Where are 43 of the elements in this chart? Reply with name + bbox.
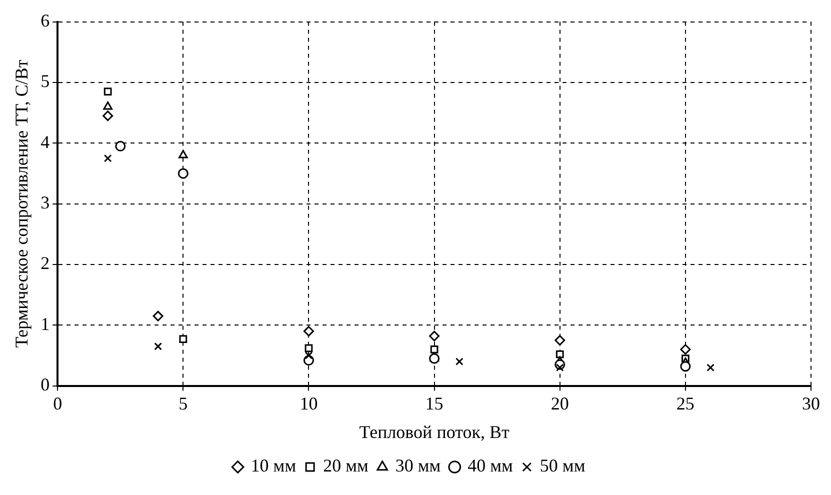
x-tick-label: 15 bbox=[425, 393, 444, 414]
legend-label: 50 мм bbox=[540, 456, 586, 476]
legend-label: 20 мм bbox=[323, 456, 368, 476]
y-tick-label: 3 bbox=[40, 192, 50, 213]
point bbox=[178, 150, 188, 158]
point bbox=[429, 330, 440, 342]
point bbox=[179, 335, 188, 344]
point bbox=[706, 364, 714, 372]
point bbox=[680, 344, 691, 355]
point bbox=[154, 342, 162, 350]
point bbox=[304, 344, 313, 352]
x-tick-label: 0 bbox=[53, 393, 62, 414]
x-axis-title: Тепловой поток, Вт bbox=[359, 422, 510, 442]
y-tick-label: 0 bbox=[40, 374, 50, 395]
legend-label: 10 мм bbox=[250, 456, 296, 476]
point bbox=[103, 101, 112, 110]
point bbox=[102, 110, 114, 122]
x-tick-label: 30 bbox=[802, 393, 820, 414]
y-tick-label: 4 bbox=[40, 132, 50, 152]
y-tick-label: 2 bbox=[40, 253, 50, 274]
x-tick-label: 20 bbox=[550, 393, 569, 414]
legend-label: 40 мм bbox=[468, 456, 513, 476]
y-tick-label: 1 bbox=[40, 314, 50, 334]
point bbox=[455, 358, 464, 366]
point bbox=[556, 350, 564, 358]
y-tick-label: 6 bbox=[40, 10, 50, 31]
point bbox=[554, 335, 566, 346]
point bbox=[429, 353, 440, 364]
legend-label: 30 мм bbox=[395, 456, 441, 476]
point bbox=[152, 310, 164, 322]
y-tick-label: 5 bbox=[40, 71, 50, 92]
x-tick-label: 5 bbox=[178, 393, 188, 414]
point bbox=[104, 88, 112, 96]
point bbox=[430, 345, 438, 354]
x-tick-label: 10 bbox=[300, 393, 318, 414]
point bbox=[104, 154, 112, 162]
point bbox=[303, 326, 314, 336]
y-axis-title: Термическое сопротивление ТТ, С/Вт bbox=[12, 60, 32, 348]
point bbox=[680, 361, 691, 372]
point bbox=[178, 168, 188, 179]
x-tick-label: 25 bbox=[676, 393, 694, 414]
point bbox=[556, 364, 564, 372]
point bbox=[115, 140, 126, 152]
